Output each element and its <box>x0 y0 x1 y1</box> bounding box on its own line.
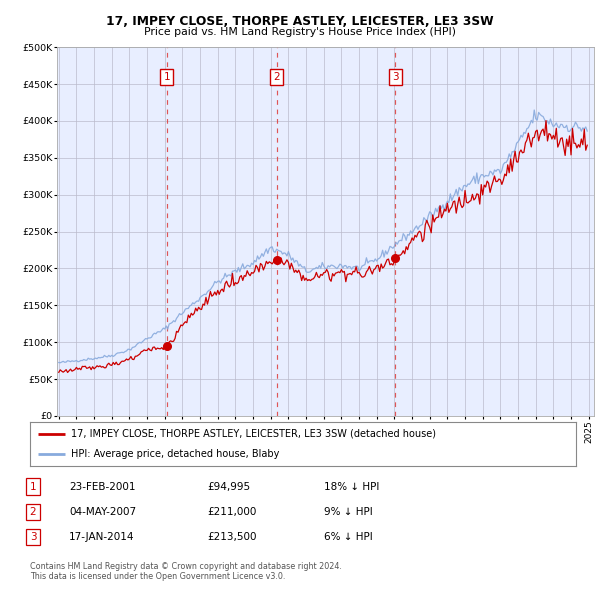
Text: 17, IMPEY CLOSE, THORPE ASTLEY, LEICESTER, LE3 3SW: 17, IMPEY CLOSE, THORPE ASTLEY, LEICESTE… <box>106 15 494 28</box>
Text: £211,000: £211,000 <box>207 507 256 517</box>
Text: £213,500: £213,500 <box>207 532 257 542</box>
Text: 23-FEB-2001: 23-FEB-2001 <box>69 482 136 491</box>
Text: Contains HM Land Registry data © Crown copyright and database right 2024.: Contains HM Land Registry data © Crown c… <box>30 562 342 571</box>
Text: 9% ↓ HPI: 9% ↓ HPI <box>324 507 373 517</box>
Text: 3: 3 <box>392 72 398 81</box>
Text: £94,995: £94,995 <box>207 482 250 491</box>
Text: 18% ↓ HPI: 18% ↓ HPI <box>324 482 379 491</box>
Text: 04-MAY-2007: 04-MAY-2007 <box>69 507 136 517</box>
Text: 3: 3 <box>29 532 37 542</box>
Text: Price paid vs. HM Land Registry's House Price Index (HPI): Price paid vs. HM Land Registry's House … <box>144 27 456 37</box>
Text: 1: 1 <box>29 482 37 491</box>
Text: 17, IMPEY CLOSE, THORPE ASTLEY, LEICESTER, LE3 3SW (detached house): 17, IMPEY CLOSE, THORPE ASTLEY, LEICESTE… <box>71 429 436 439</box>
Text: This data is licensed under the Open Government Licence v3.0.: This data is licensed under the Open Gov… <box>30 572 286 581</box>
Text: 1: 1 <box>164 72 170 81</box>
Text: HPI: Average price, detached house, Blaby: HPI: Average price, detached house, Blab… <box>71 449 280 459</box>
Text: 2: 2 <box>273 72 280 81</box>
Text: 17-JAN-2014: 17-JAN-2014 <box>69 532 134 542</box>
Text: 2: 2 <box>29 507 37 517</box>
Text: 6% ↓ HPI: 6% ↓ HPI <box>324 532 373 542</box>
